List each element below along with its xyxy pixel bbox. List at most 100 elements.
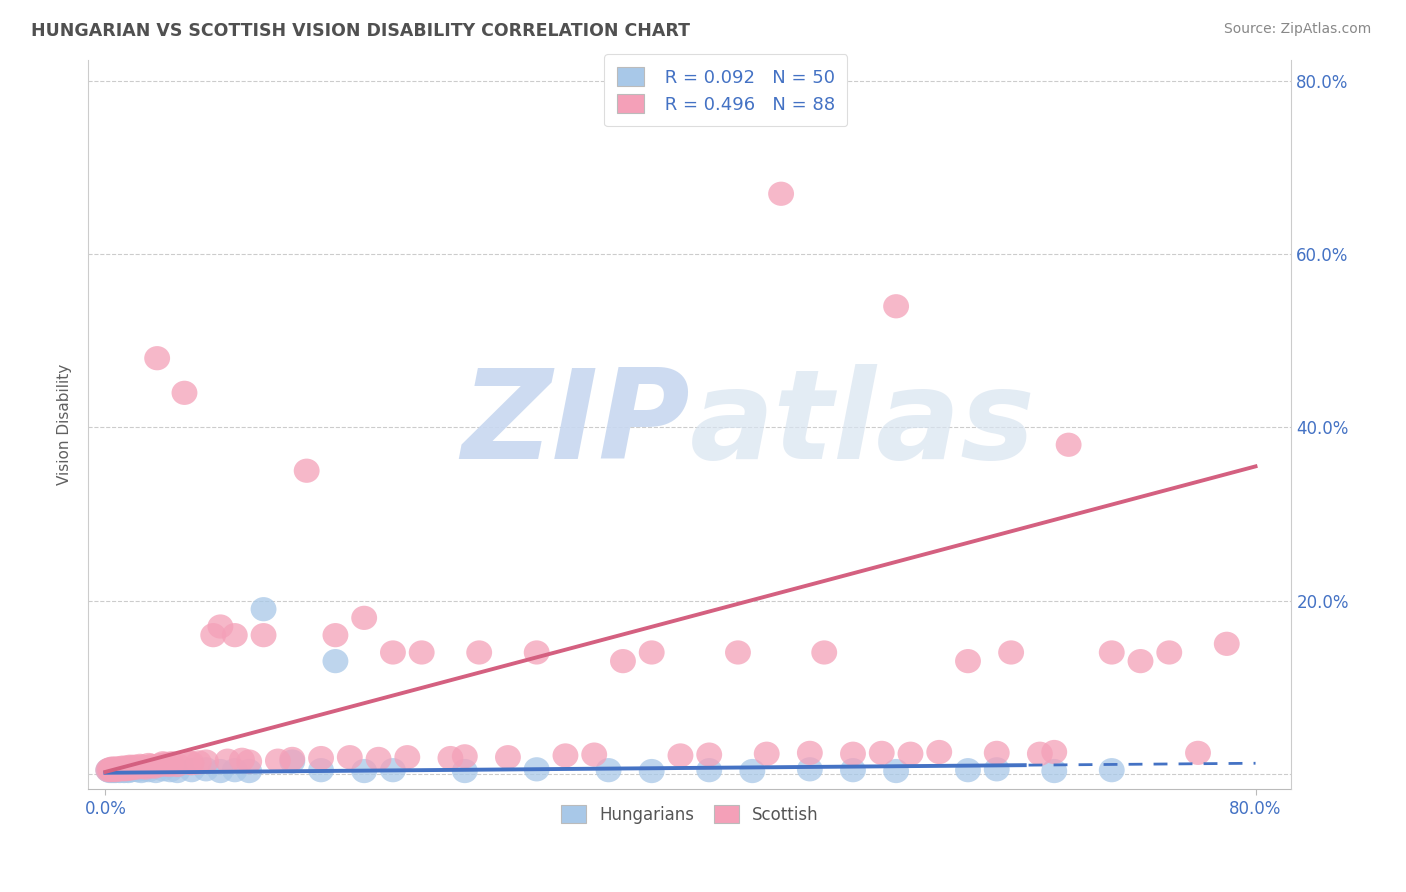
Ellipse shape	[524, 757, 550, 781]
Ellipse shape	[768, 182, 794, 206]
Ellipse shape	[998, 640, 1024, 665]
Ellipse shape	[114, 756, 141, 780]
Ellipse shape	[725, 640, 751, 665]
Ellipse shape	[150, 757, 176, 781]
Ellipse shape	[638, 759, 665, 783]
Ellipse shape	[394, 745, 420, 769]
Ellipse shape	[1128, 649, 1153, 673]
Ellipse shape	[156, 753, 181, 777]
Ellipse shape	[103, 759, 128, 783]
Ellipse shape	[115, 759, 142, 783]
Ellipse shape	[250, 623, 277, 648]
Ellipse shape	[236, 759, 262, 783]
Ellipse shape	[294, 458, 319, 483]
Ellipse shape	[121, 757, 148, 781]
Ellipse shape	[638, 640, 665, 665]
Ellipse shape	[186, 750, 212, 774]
Ellipse shape	[124, 758, 150, 782]
Ellipse shape	[127, 754, 153, 778]
Ellipse shape	[1185, 740, 1211, 765]
Ellipse shape	[1213, 632, 1240, 656]
Ellipse shape	[222, 758, 247, 782]
Ellipse shape	[129, 755, 156, 779]
Ellipse shape	[897, 741, 924, 766]
Ellipse shape	[380, 640, 406, 665]
Ellipse shape	[118, 756, 145, 780]
Ellipse shape	[105, 758, 131, 782]
Ellipse shape	[308, 758, 335, 782]
Ellipse shape	[193, 757, 219, 781]
Ellipse shape	[596, 758, 621, 782]
Ellipse shape	[1099, 640, 1125, 665]
Ellipse shape	[883, 294, 910, 318]
Ellipse shape	[955, 758, 981, 782]
Ellipse shape	[107, 756, 132, 780]
Ellipse shape	[172, 381, 197, 405]
Ellipse shape	[1156, 640, 1182, 665]
Ellipse shape	[839, 758, 866, 782]
Ellipse shape	[696, 742, 723, 767]
Ellipse shape	[380, 758, 406, 782]
Ellipse shape	[1026, 741, 1053, 766]
Ellipse shape	[108, 757, 134, 781]
Ellipse shape	[101, 757, 127, 781]
Ellipse shape	[98, 758, 124, 782]
Ellipse shape	[451, 759, 478, 783]
Ellipse shape	[337, 745, 363, 769]
Ellipse shape	[208, 615, 233, 639]
Ellipse shape	[112, 757, 138, 781]
Ellipse shape	[110, 756, 135, 780]
Ellipse shape	[103, 758, 128, 782]
Ellipse shape	[117, 755, 143, 779]
Ellipse shape	[1042, 739, 1067, 764]
Ellipse shape	[120, 756, 146, 780]
Ellipse shape	[143, 759, 169, 783]
Legend: Hungarians, Scottish: Hungarians, Scottish	[548, 794, 831, 836]
Ellipse shape	[1042, 759, 1067, 783]
Ellipse shape	[352, 759, 377, 783]
Ellipse shape	[179, 751, 205, 775]
Ellipse shape	[668, 743, 693, 768]
Ellipse shape	[322, 649, 349, 673]
Ellipse shape	[114, 758, 141, 782]
Ellipse shape	[754, 741, 780, 766]
Ellipse shape	[118, 758, 145, 782]
Ellipse shape	[797, 757, 823, 781]
Ellipse shape	[128, 759, 155, 783]
Ellipse shape	[193, 749, 219, 773]
Ellipse shape	[200, 623, 226, 648]
Ellipse shape	[437, 746, 464, 770]
Ellipse shape	[215, 748, 240, 772]
Ellipse shape	[111, 756, 136, 780]
Ellipse shape	[696, 758, 723, 782]
Ellipse shape	[955, 649, 981, 673]
Ellipse shape	[157, 758, 183, 782]
Ellipse shape	[159, 751, 184, 775]
Ellipse shape	[322, 623, 349, 648]
Ellipse shape	[138, 754, 165, 778]
Ellipse shape	[250, 597, 277, 622]
Ellipse shape	[740, 759, 765, 783]
Ellipse shape	[495, 745, 520, 769]
Ellipse shape	[883, 759, 910, 783]
Ellipse shape	[176, 750, 201, 774]
Ellipse shape	[553, 743, 578, 768]
Ellipse shape	[927, 739, 952, 764]
Ellipse shape	[1056, 433, 1081, 457]
Ellipse shape	[222, 623, 247, 648]
Ellipse shape	[97, 759, 122, 783]
Ellipse shape	[308, 746, 335, 770]
Ellipse shape	[610, 649, 636, 673]
Y-axis label: Vision Disability: Vision Disability	[58, 364, 72, 485]
Ellipse shape	[148, 753, 173, 777]
Ellipse shape	[280, 749, 305, 773]
Ellipse shape	[96, 758, 121, 782]
Ellipse shape	[366, 747, 391, 771]
Ellipse shape	[104, 756, 129, 780]
Ellipse shape	[236, 749, 262, 773]
Ellipse shape	[352, 606, 377, 630]
Text: atlas: atlas	[690, 364, 1036, 485]
Ellipse shape	[797, 740, 823, 765]
Ellipse shape	[984, 740, 1010, 765]
Ellipse shape	[115, 756, 142, 780]
